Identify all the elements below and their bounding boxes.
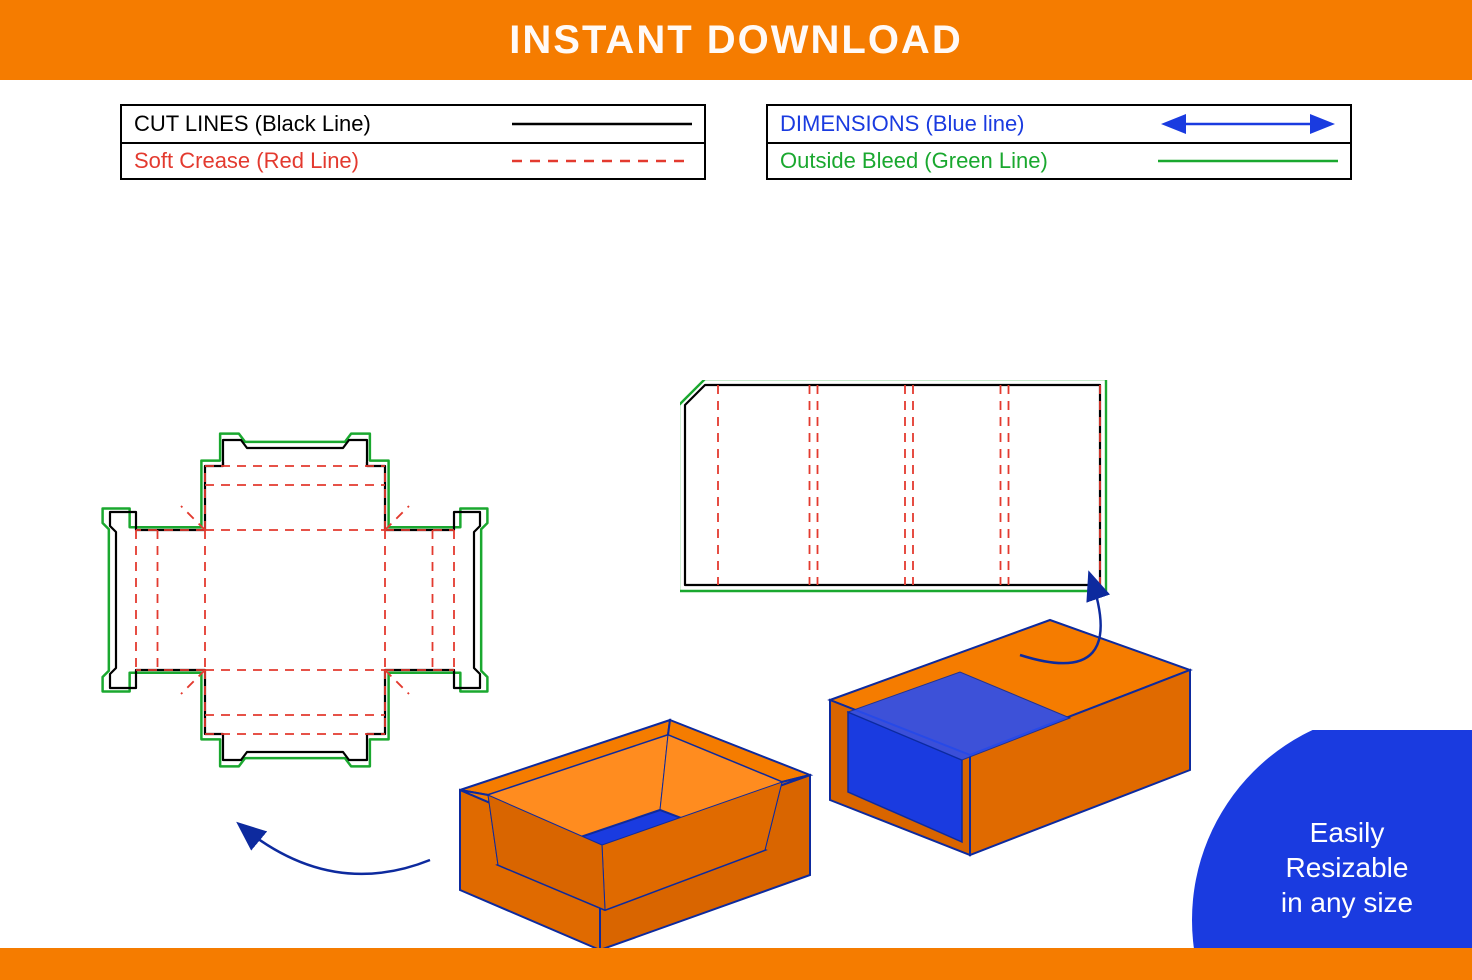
resizable-badge: Easily Resizable in any size [1172, 730, 1472, 950]
legend-row: CUT LINES (Black Line) Soft Crease (Red … [0, 80, 1472, 180]
footer-banner [0, 948, 1472, 980]
legend-right: DIMENSIONS (Blue line) Outside Bleed (Gr… [766, 104, 1352, 180]
legend-left: CUT LINES (Black Line) Soft Crease (Red … [120, 104, 706, 180]
legend-sample-crease [512, 151, 692, 171]
render-tray [410, 680, 830, 980]
badge-text: Easily Resizable in any size [1242, 815, 1452, 920]
legend-item-dim: DIMENSIONS (Blue line) [768, 106, 1350, 142]
header-title: INSTANT DOWNLOAD [509, 18, 962, 63]
legend-item-bleed: Outside Bleed (Green Line) [768, 142, 1350, 178]
legend-item-cut: CUT LINES (Black Line) [122, 106, 704, 142]
legend-item-crease: Soft Crease (Red Line) [122, 142, 704, 178]
header-banner: INSTANT DOWNLOAD [0, 0, 1472, 80]
render-sleeve [790, 590, 1210, 890]
dieline-sleeve [680, 380, 1110, 595]
legend-sample-bleed [1158, 151, 1338, 171]
legend-sample-dim [1158, 114, 1338, 134]
legend-sample-cut [512, 114, 692, 134]
